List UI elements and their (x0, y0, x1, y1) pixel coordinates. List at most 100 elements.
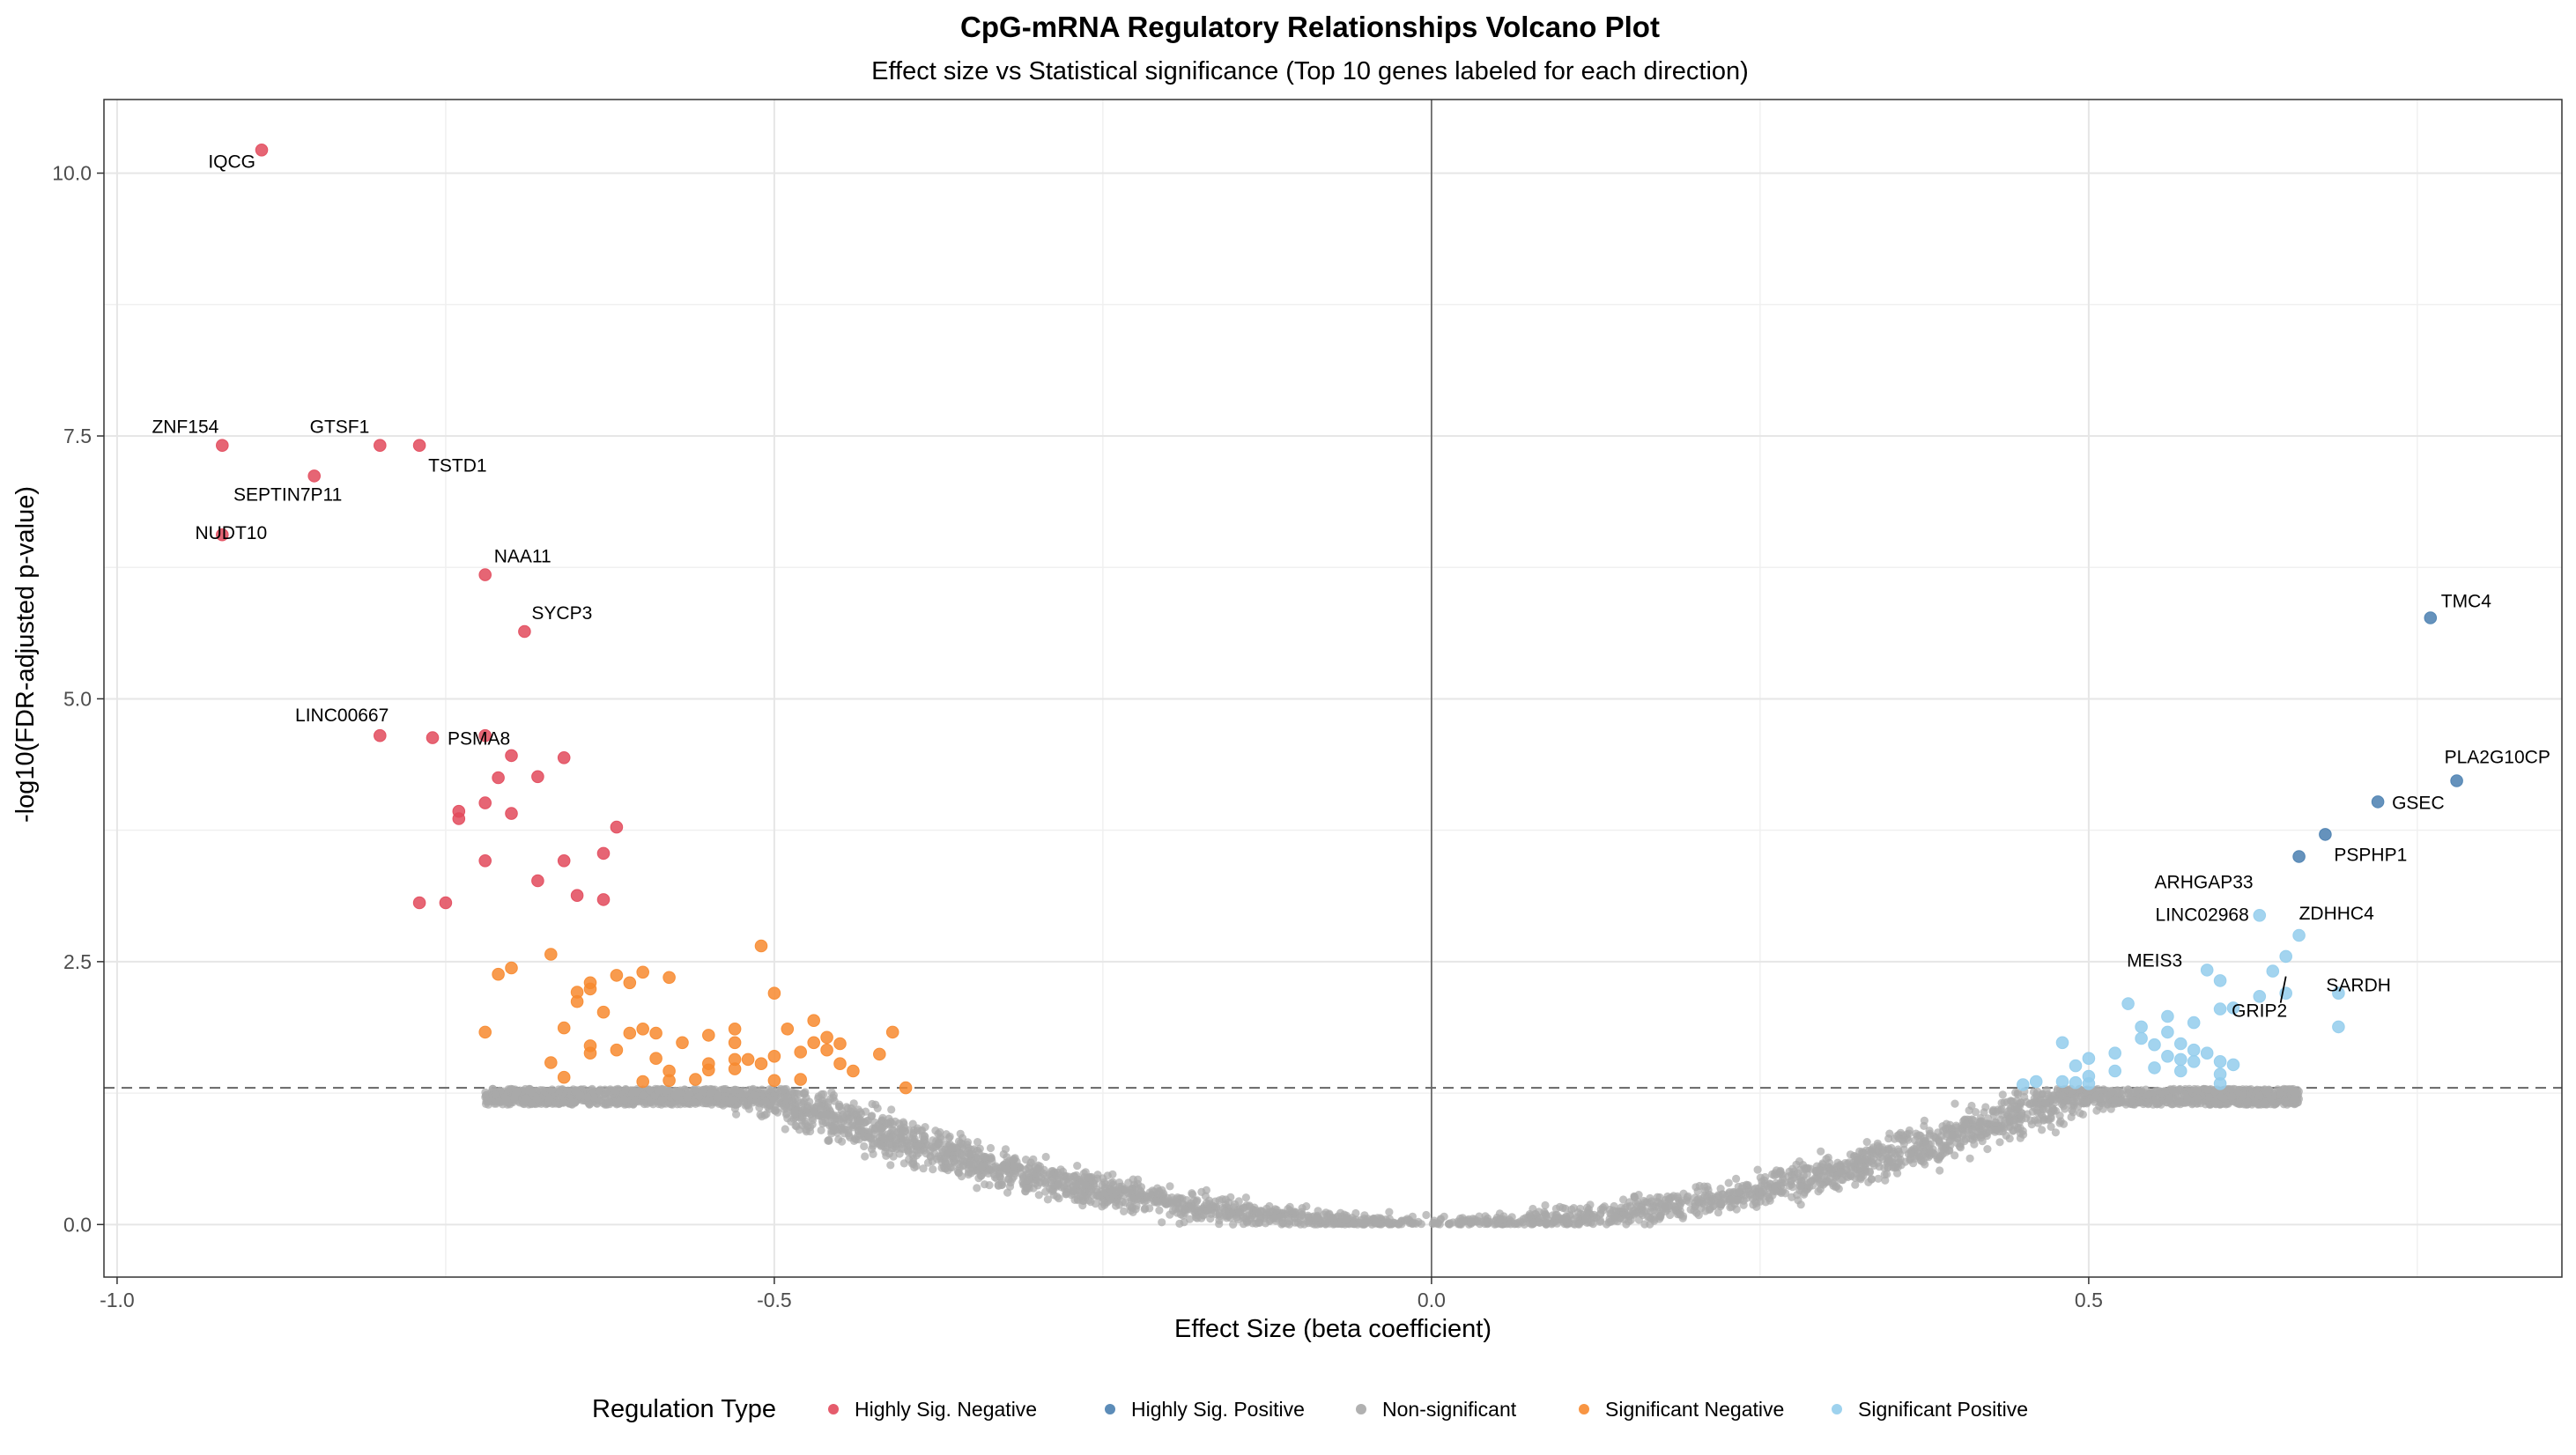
non-significant-point (1010, 1156, 1018, 1164)
non-significant-point (559, 1097, 568, 1106)
non-significant-point (1440, 1212, 1448, 1221)
plot-panel (104, 100, 2562, 1277)
non-significant-point (1978, 1137, 1987, 1146)
non-significant-point (1466, 1217, 1476, 1226)
non-significant-point (1770, 1185, 1779, 1194)
non-significant-point (1739, 1196, 1748, 1205)
non-significant-point (510, 1095, 519, 1104)
non-significant-point (1321, 1215, 1330, 1225)
y-tick-label: 5.0 (63, 687, 92, 710)
non-significant-point (902, 1136, 911, 1145)
non-significant-point (1313, 1213, 1321, 1222)
legend-title: Regulation Type (592, 1395, 776, 1423)
non-significant-point (1359, 1220, 1368, 1229)
data-point (767, 986, 781, 1000)
non-significant-point (1204, 1206, 1213, 1215)
non-significant-point (1298, 1211, 1307, 1220)
non-significant-point (2103, 1091, 2112, 1100)
data-point (2213, 1055, 2227, 1068)
non-significant-point (2193, 1094, 2202, 1103)
non-significant-point (1863, 1156, 1872, 1164)
data-point (820, 1030, 833, 1045)
non-significant-point (1205, 1200, 1214, 1208)
non-significant-point (2124, 1085, 2133, 1094)
non-significant-point (1990, 1118, 1999, 1126)
data-point (728, 1036, 742, 1050)
non-significant-point (926, 1152, 935, 1161)
non-significant-point (1145, 1188, 1154, 1197)
non-significant-point (1714, 1208, 1723, 1217)
data-point (596, 1005, 611, 1019)
non-significant-point (1726, 1203, 1735, 1212)
non-significant-point (1173, 1198, 1181, 1207)
non-significant-point (1372, 1218, 1381, 1227)
non-significant-point (1055, 1179, 1063, 1189)
non-significant-point (1417, 1220, 1425, 1229)
non-significant-point (1894, 1145, 1903, 1154)
non-significant-point (1725, 1188, 1734, 1197)
data-point (2108, 1046, 2121, 1060)
non-significant-point (1920, 1116, 1928, 1125)
non-significant-point (1111, 1198, 1120, 1207)
non-significant-point (2171, 1086, 2180, 1096)
data-point (2174, 1037, 2187, 1051)
non-significant-point (1052, 1171, 1061, 1180)
non-significant-point (838, 1137, 847, 1146)
non-significant-point (1166, 1182, 1174, 1191)
non-significant-point (2016, 1134, 2025, 1142)
non-significant-point (1983, 1145, 1992, 1154)
non-significant-point (837, 1119, 846, 1127)
non-significant-point (1084, 1196, 1093, 1205)
data-point (216, 528, 229, 542)
non-significant-point (890, 1138, 899, 1147)
data-point (794, 1073, 808, 1086)
data-point (2082, 1052, 2096, 1065)
non-significant-point (751, 1091, 759, 1100)
data-point (557, 751, 571, 764)
non-significant-point (1314, 1207, 1322, 1215)
non-significant-point (860, 1141, 869, 1151)
non-significant-point (1732, 1174, 1741, 1183)
non-significant-point (522, 1094, 531, 1103)
non-significant-point (1491, 1220, 1499, 1229)
non-significant-point (545, 1094, 554, 1103)
non-significant-point (1693, 1186, 1702, 1196)
non-significant-point (1385, 1208, 1394, 1216)
data-point (2187, 1055, 2201, 1068)
non-significant-point (502, 1095, 511, 1104)
non-significant-point (1541, 1200, 1550, 1210)
non-significant-point (1995, 1138, 2004, 1147)
non-significant-point (1867, 1175, 1876, 1184)
non-significant-point (1153, 1197, 1162, 1206)
data-point (2069, 1075, 2083, 1089)
data-point (649, 1026, 663, 1040)
non-significant-point (1719, 1190, 1728, 1199)
data-point (2226, 1058, 2240, 1072)
data-point (899, 1081, 913, 1095)
non-significant-point (1552, 1219, 1562, 1228)
non-significant-point (1041, 1152, 1050, 1162)
data-point (216, 439, 229, 453)
non-significant-point (1226, 1214, 1235, 1222)
non-significant-point (728, 1096, 737, 1104)
non-significant-point (864, 1133, 873, 1141)
non-significant-point (1865, 1168, 1874, 1177)
non-significant-point (694, 1092, 704, 1101)
non-significant-point (966, 1160, 975, 1169)
non-significant-point (491, 1090, 500, 1099)
non-significant-point (1971, 1108, 1980, 1117)
data-point (544, 1056, 558, 1069)
non-significant-point (1060, 1171, 1069, 1180)
non-significant-point (1283, 1219, 1292, 1228)
non-significant-point (2033, 1115, 2043, 1124)
non-significant-point (2228, 1092, 2237, 1101)
non-significant-point (1753, 1165, 1762, 1174)
non-significant-point (1125, 1185, 1134, 1194)
non-significant-point (589, 1093, 598, 1102)
non-significant-point (834, 1103, 844, 1112)
y-tick-label: 0.0 (63, 1213, 92, 1236)
legend-swatch (1105, 1404, 1115, 1414)
non-significant-point (1242, 1211, 1252, 1220)
non-significant-point (1529, 1219, 1538, 1228)
legend-entry-label: Highly Sig. Negative (855, 1398, 1037, 1421)
